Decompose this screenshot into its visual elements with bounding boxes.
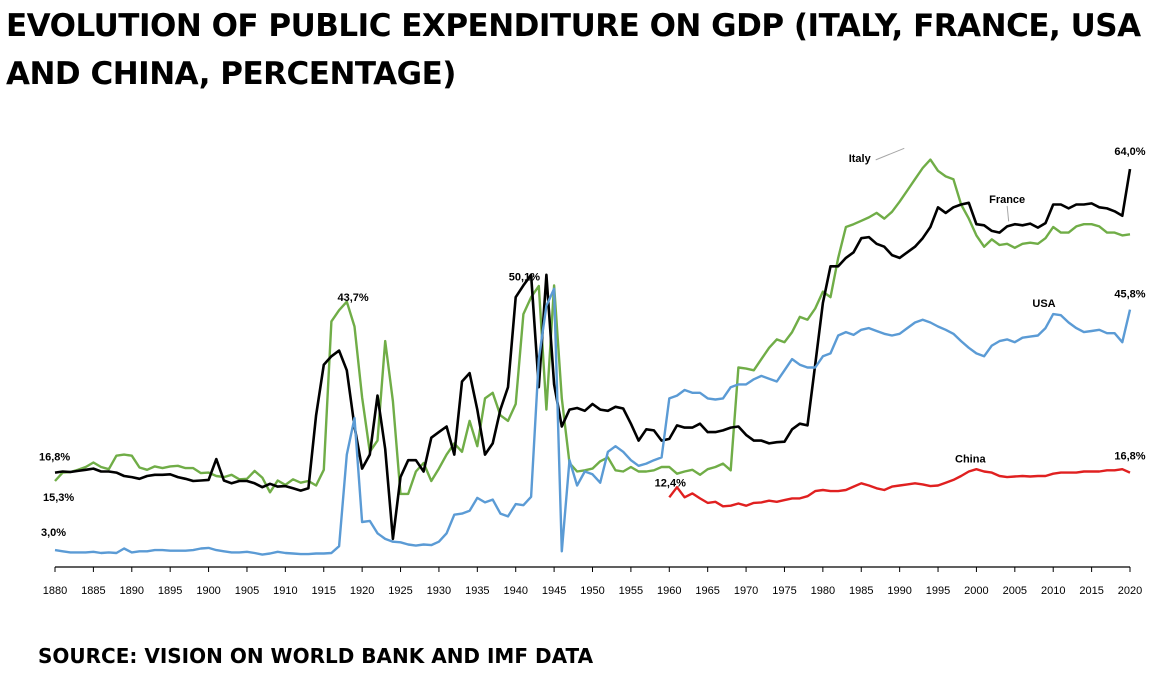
x-axis-ticks: 1880 1885 1890 1895 1900 1905 1910 1915 1920 1925… — [43, 567, 1142, 597]
x-tick-label-1975: 1975 — [772, 585, 796, 597]
x-tick-label-1880: 1880 — [43, 585, 67, 597]
x-tick-label-2020: 2020 — [1118, 585, 1142, 597]
data-label-france-1880: 16,8% — [39, 452, 70, 464]
x-tick-label-1980: 1980 — [811, 585, 835, 597]
x-tick-label-1940: 1940 — [503, 585, 527, 597]
data-label-usa-1880: 3,0% — [41, 527, 66, 539]
label-leaders — [875, 147, 1010, 222]
leader-line-france — [1006, 205, 1010, 222]
data-label-italy-1880: 15,3% — [43, 492, 74, 504]
x-tick-label-1915: 1915 — [312, 585, 336, 597]
series-line-italy — [54, 158, 1131, 496]
x-tick-label-2010: 2010 — [1041, 585, 1065, 597]
series-label-usa: USA — [1032, 298, 1055, 310]
data-labels: 16,8% 15,3% 3,0% 43,7% 50,1% 12,4% 64,0% 45,8% 1… — [39, 146, 1146, 539]
x-tick-label-1925: 1925 — [388, 585, 412, 597]
series-label-italy: Italy — [849, 153, 872, 165]
x-tick-label-1935: 1935 — [465, 585, 489, 597]
series-line-france — [54, 168, 1132, 541]
x-tick-label-2000: 2000 — [964, 585, 988, 597]
data-label-france-2020: 64,0% — [1114, 146, 1145, 158]
data-label-france-1941: 50,1% — [509, 271, 540, 283]
leader-line-italy — [875, 147, 905, 161]
line-chart: 1880 1885 1890 1895 1900 1905 1910 1915 1920 1925… — [39, 146, 1146, 597]
series-label-france: France — [989, 194, 1025, 206]
data-label-china-1960: 12,4% — [655, 477, 686, 489]
x-tick-label-1990: 1990 — [887, 585, 911, 597]
series-line-usa — [54, 287, 1132, 556]
source-note: SOURCE: VISION ON WORLD BANK AND IMF DAT… — [38, 644, 594, 668]
data-label-usa-2020: 45,8% — [1114, 289, 1145, 301]
x-tick-label-1900: 1900 — [196, 585, 220, 597]
x-tick-label-1910: 1910 — [273, 585, 297, 597]
x-tick-label-1895: 1895 — [158, 585, 182, 597]
x-tick-label-2005: 2005 — [1003, 585, 1027, 597]
series-lines — [54, 158, 1132, 556]
series-label-china: China — [955, 454, 986, 466]
x-tick-label-1885: 1885 — [81, 585, 105, 597]
x-tick-label-1985: 1985 — [849, 585, 873, 597]
series-line-china — [668, 468, 1131, 508]
x-tick-label-2015: 2015 — [1079, 585, 1103, 597]
x-tick-label-1965: 1965 — [695, 585, 719, 597]
x-tick-label-1970: 1970 — [734, 585, 758, 597]
x-tick-label-1950: 1950 — [580, 585, 604, 597]
x-tick-label-1905: 1905 — [235, 585, 259, 597]
x-tick-label-1920: 1920 — [350, 585, 374, 597]
x-tick-label-1995: 1995 — [926, 585, 950, 597]
data-label-china-2020: 16,8% — [1114, 451, 1145, 463]
chart-title: EVOLUTION OF PUBLIC EXPENDITURE ON GDP (… — [6, 8, 1141, 92]
x-tick-label-1930: 1930 — [427, 585, 451, 597]
x-tick-label-1955: 1955 — [619, 585, 643, 597]
data-label-italy-1917: 43,7% — [338, 292, 369, 304]
x-tick-label-1960: 1960 — [657, 585, 681, 597]
x-tick-label-1890: 1890 — [120, 585, 144, 597]
x-tick-label-1945: 1945 — [542, 585, 566, 597]
